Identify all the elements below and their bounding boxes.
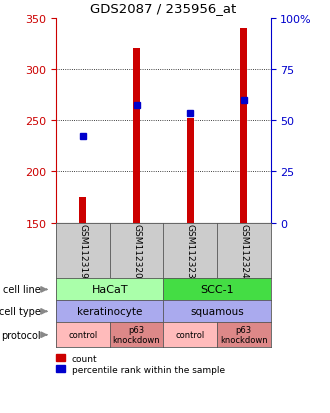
Text: p63
knockdown: p63 knockdown <box>113 325 160 344</box>
Text: keratinocyte: keratinocyte <box>77 306 143 317</box>
Title: GDS2087 / 235956_at: GDS2087 / 235956_at <box>90 2 237 14</box>
Text: control: control <box>68 330 98 339</box>
Text: control: control <box>176 330 205 339</box>
Text: cell type: cell type <box>0 306 41 317</box>
Text: GSM112323: GSM112323 <box>186 223 195 278</box>
Bar <box>187 119 194 223</box>
Text: GSM112319: GSM112319 <box>79 223 87 278</box>
Bar <box>80 197 86 223</box>
Text: GSM112320: GSM112320 <box>132 223 141 278</box>
Text: HaCaT: HaCaT <box>91 285 128 295</box>
Text: GSM112324: GSM112324 <box>239 224 248 278</box>
Bar <box>240 29 247 223</box>
Legend: count, percentile rank within the sample: count, percentile rank within the sample <box>56 354 225 374</box>
Text: protocol: protocol <box>1 330 41 340</box>
Bar <box>133 49 140 223</box>
Text: p63
knockdown: p63 knockdown <box>220 325 268 344</box>
Text: squamous: squamous <box>190 306 244 317</box>
Text: SCC-1: SCC-1 <box>200 285 234 295</box>
Text: cell line: cell line <box>3 285 41 295</box>
